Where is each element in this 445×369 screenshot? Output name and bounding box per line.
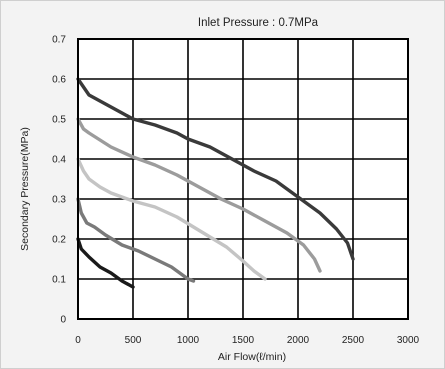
y-tick-label: 0.5 xyxy=(52,115,66,126)
x-axis-label: Air Flow(ℓ/min) xyxy=(218,351,286,363)
series-line xyxy=(76,197,196,283)
x-tick-label: 0 xyxy=(75,335,81,346)
x-tick-label: 2500 xyxy=(342,335,365,346)
y-tick-label: 0.4 xyxy=(52,155,66,166)
plot-frame xyxy=(77,38,409,320)
y-tick-label: 0.1 xyxy=(52,275,66,286)
y-axis-ticks: 0 0.1 0.2 0.3 0.4 0.5 0.6 0.7 xyxy=(52,35,66,326)
chart-title: Inlet Pressure : 0.7MPa xyxy=(198,17,319,29)
series-line xyxy=(76,77,355,261)
y-axis-label: Secondary Pressure(MPa) xyxy=(19,127,31,251)
series-layer xyxy=(76,77,355,289)
x-tick-label: 2000 xyxy=(287,335,310,346)
x-tick-label: 3000 xyxy=(397,335,420,346)
x-axis-ticks: 0 500 1000 1500 2000 2500 3000 xyxy=(75,335,419,346)
x-tick-label: 1000 xyxy=(177,335,200,346)
y-tick-label: 0.7 xyxy=(52,35,66,46)
series-line xyxy=(76,117,322,273)
y-tick-label: 0.6 xyxy=(52,75,66,86)
series-line xyxy=(76,237,135,289)
x-tick-label: 1500 xyxy=(232,335,255,346)
y-tick-label: 0.2 xyxy=(52,235,66,246)
y-tick-label: 0.3 xyxy=(52,195,66,206)
x-tick-label: 500 xyxy=(125,335,142,346)
series-line xyxy=(76,157,267,281)
grid xyxy=(78,39,408,319)
y-tick-label: 0 xyxy=(60,315,66,326)
